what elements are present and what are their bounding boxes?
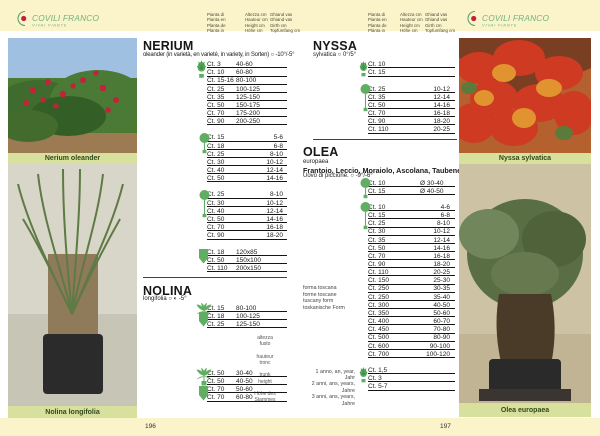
svg-text:VIVAI PIANTE: VIVAI PIANTE — [32, 22, 67, 27]
svg-text:VIVAI PIANTE: VIVAI PIANTE — [482, 22, 517, 27]
